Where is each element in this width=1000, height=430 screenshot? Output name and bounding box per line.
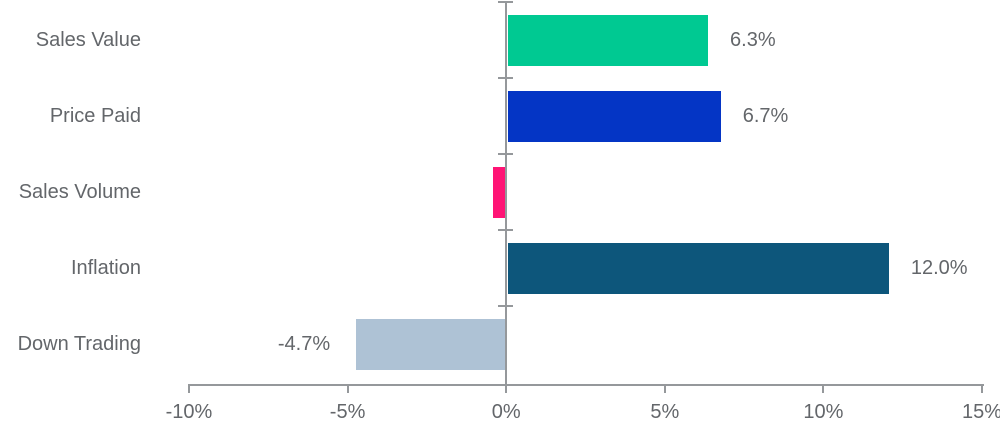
category-label-inflation: Inflation	[70, 257, 141, 279]
category-axis-tick	[498, 153, 514, 155]
value-axis-tick	[346, 384, 349, 393]
bar-sales-value	[508, 14, 709, 66]
value-axis-tick	[188, 384, 190, 393]
bar-sales-volume	[492, 166, 506, 218]
x-tick-label: -5%	[329, 401, 366, 423]
x-tick-label: 10%	[803, 401, 844, 423]
bar-price-paid	[508, 90, 721, 142]
value-label-down-trading: -4.7%	[277, 333, 331, 355]
x-tick-label: 5%	[650, 401, 680, 423]
value-axis-line	[189, 384, 984, 386]
category-label-sales-volume: Sales Volume	[18, 181, 141, 203]
value-axis-tick	[822, 384, 825, 393]
value-label-price-paid: 6.7%	[742, 105, 789, 127]
value-axis-tick	[981, 384, 983, 393]
bar-down-trading	[356, 318, 506, 370]
x-tick-label: 0%	[491, 401, 521, 423]
category-axis-tick	[498, 229, 514, 231]
category-label-price-paid: Price Paid	[49, 105, 141, 127]
category-axis-tick	[498, 305, 514, 307]
category-axis-tick	[498, 77, 514, 79]
category-label-down-trading: Down Trading	[17, 333, 141, 355]
bar-inflation	[508, 242, 889, 294]
value-label-inflation: 12.0%	[910, 257, 968, 279]
value-label-sales-value: 6.3%	[730, 29, 776, 51]
x-tick-label: 15%	[961, 401, 1000, 423]
value-axis-tick	[663, 384, 666, 393]
category-axis-tick	[498, 1, 514, 3]
category-axis-line	[505, 1, 508, 385]
x-tick-label: -10%	[165, 401, 213, 423]
category-label-sales-value: Sales Value	[35, 29, 141, 51]
value-axis-tick	[505, 384, 508, 393]
